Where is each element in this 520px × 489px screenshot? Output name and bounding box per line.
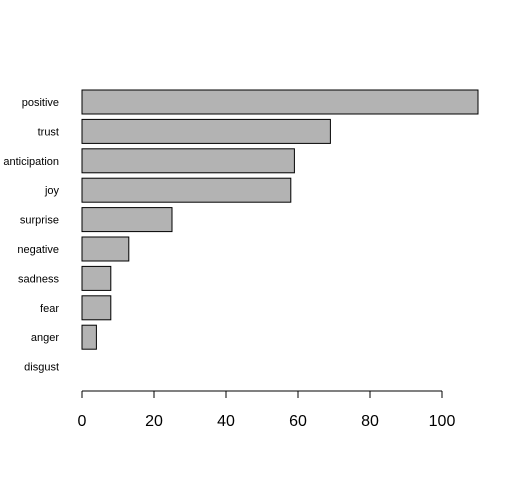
- bars-layer: [81, 89, 479, 350]
- category-label-negative: negative: [17, 244, 59, 256]
- category-label-anger: anger: [31, 332, 59, 344]
- category-label-fear: fear: [40, 303, 59, 315]
- bar-positive: [81, 89, 479, 115]
- category-label-disgust: disgust: [24, 362, 59, 374]
- bar-negative: [81, 236, 130, 262]
- x-tick-label-40: 40: [217, 413, 235, 430]
- category-label-joy: joy: [44, 185, 60, 197]
- category-labels: positive trust anticipation joy surprise nega…: [3, 97, 59, 374]
- bar-anticipation: [81, 148, 295, 174]
- x-tick-label-20: 20: [145, 413, 163, 430]
- bar-sadness: [81, 265, 112, 291]
- x-tick-label-80: 80: [361, 413, 379, 430]
- category-label-anticipation: anticipation: [3, 156, 59, 168]
- x-tick-label-100: 100: [429, 413, 456, 430]
- category-label-sadness: sadness: [18, 273, 59, 285]
- bar-surprise: [81, 207, 173, 233]
- category-label-surprise: surprise: [20, 215, 59, 227]
- bar-joy: [81, 177, 292, 203]
- bar-trust: [81, 118, 331, 144]
- bar-fear: [81, 295, 112, 321]
- x-tick-label-0: 0: [78, 413, 87, 430]
- x-axis: 0 20 40 60 80 100: [78, 390, 456, 430]
- category-label-trust: trust: [38, 126, 59, 138]
- category-label-positive: positive: [22, 97, 59, 109]
- x-tick-label-60: 60: [289, 413, 307, 430]
- bar-anger: [81, 324, 97, 350]
